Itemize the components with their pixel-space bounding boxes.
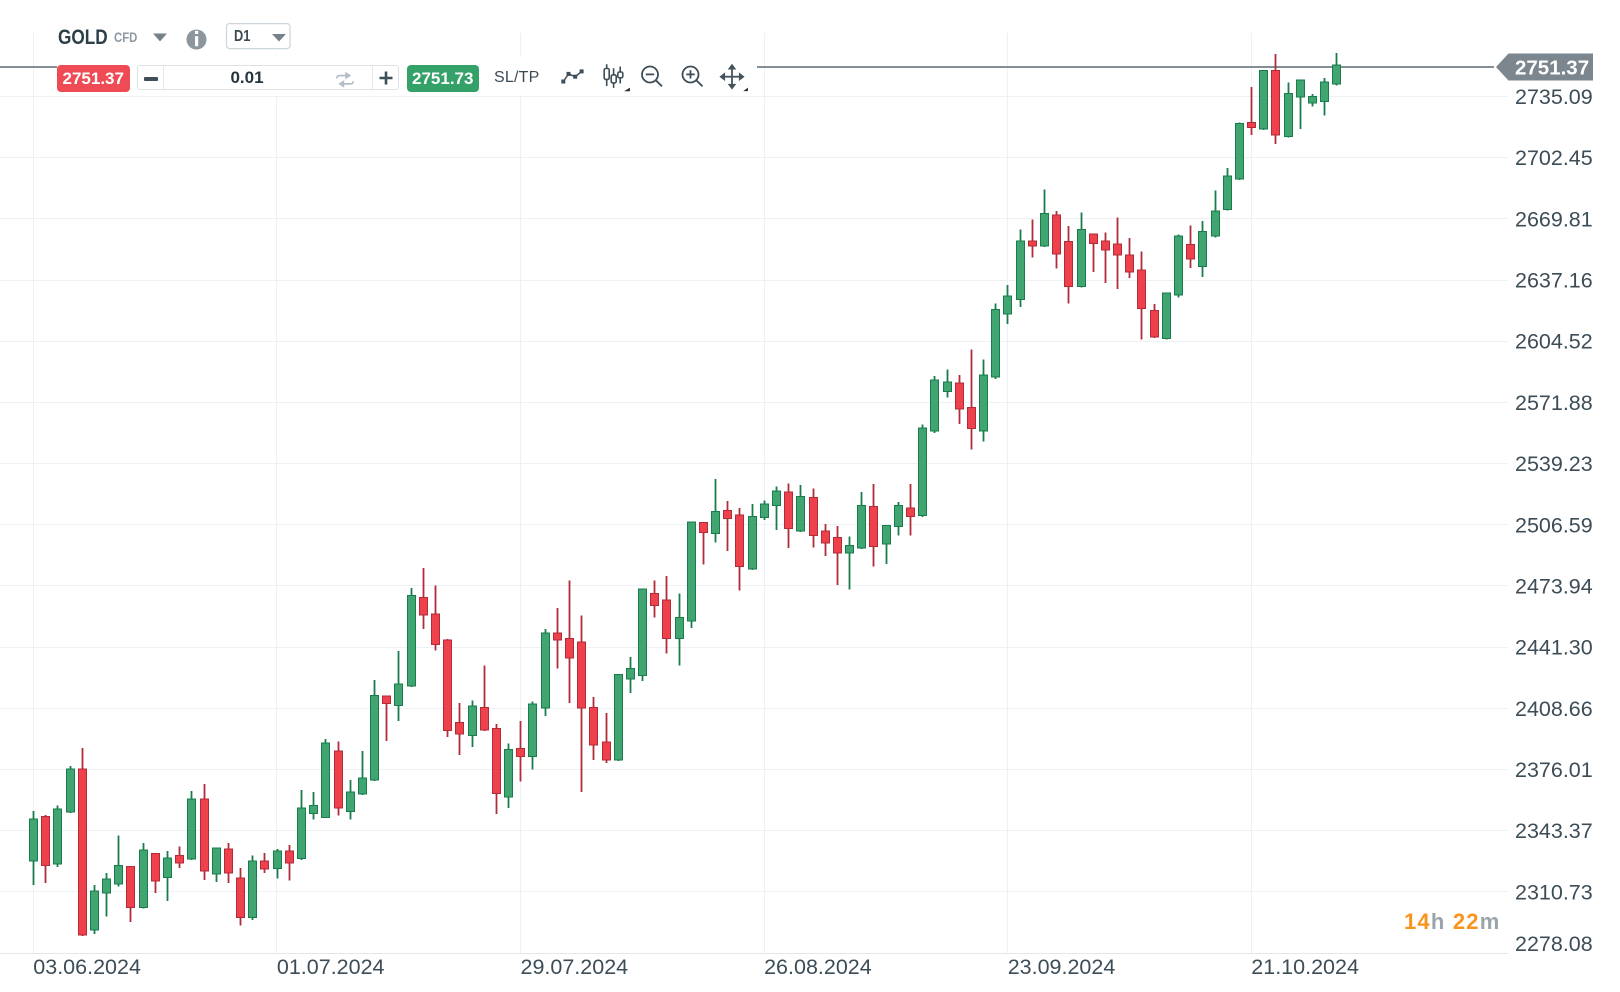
svg-text:29.07.2024: 29.07.2024 [521, 955, 629, 979]
svg-text:03.06.2024: 03.06.2024 [33, 955, 141, 979]
svg-text:2735.09: 2735.09 [1515, 85, 1593, 109]
svg-text:2473.94: 2473.94 [1515, 574, 1593, 598]
svg-text:2376.01: 2376.01 [1515, 758, 1593, 782]
svg-text:21.10.2024: 21.10.2024 [1251, 955, 1359, 979]
svg-text:2506.59: 2506.59 [1515, 513, 1593, 537]
svg-text:23.09.2024: 23.09.2024 [1008, 955, 1116, 979]
svg-text:2751.37: 2751.37 [1515, 56, 1589, 79]
svg-text:2310.73: 2310.73 [1515, 880, 1593, 904]
svg-text:2702.45: 2702.45 [1515, 146, 1593, 170]
svg-text:2441.30: 2441.30 [1515, 636, 1593, 660]
svg-text:2637.16: 2637.16 [1515, 269, 1593, 293]
svg-text:2571.88: 2571.88 [1515, 391, 1593, 415]
svg-text:2539.23: 2539.23 [1515, 452, 1593, 476]
svg-text:2604.52: 2604.52 [1515, 330, 1593, 354]
svg-text:2278.08: 2278.08 [1515, 932, 1593, 956]
svg-text:14h 22m: 14h 22m [1404, 909, 1500, 934]
svg-text:2669.81: 2669.81 [1515, 207, 1593, 231]
svg-text:01.07.2024: 01.07.2024 [277, 955, 385, 979]
svg-text:2408.66: 2408.66 [1515, 697, 1593, 721]
svg-text:2343.37: 2343.37 [1515, 819, 1593, 843]
svg-text:26.08.2024: 26.08.2024 [764, 955, 872, 979]
